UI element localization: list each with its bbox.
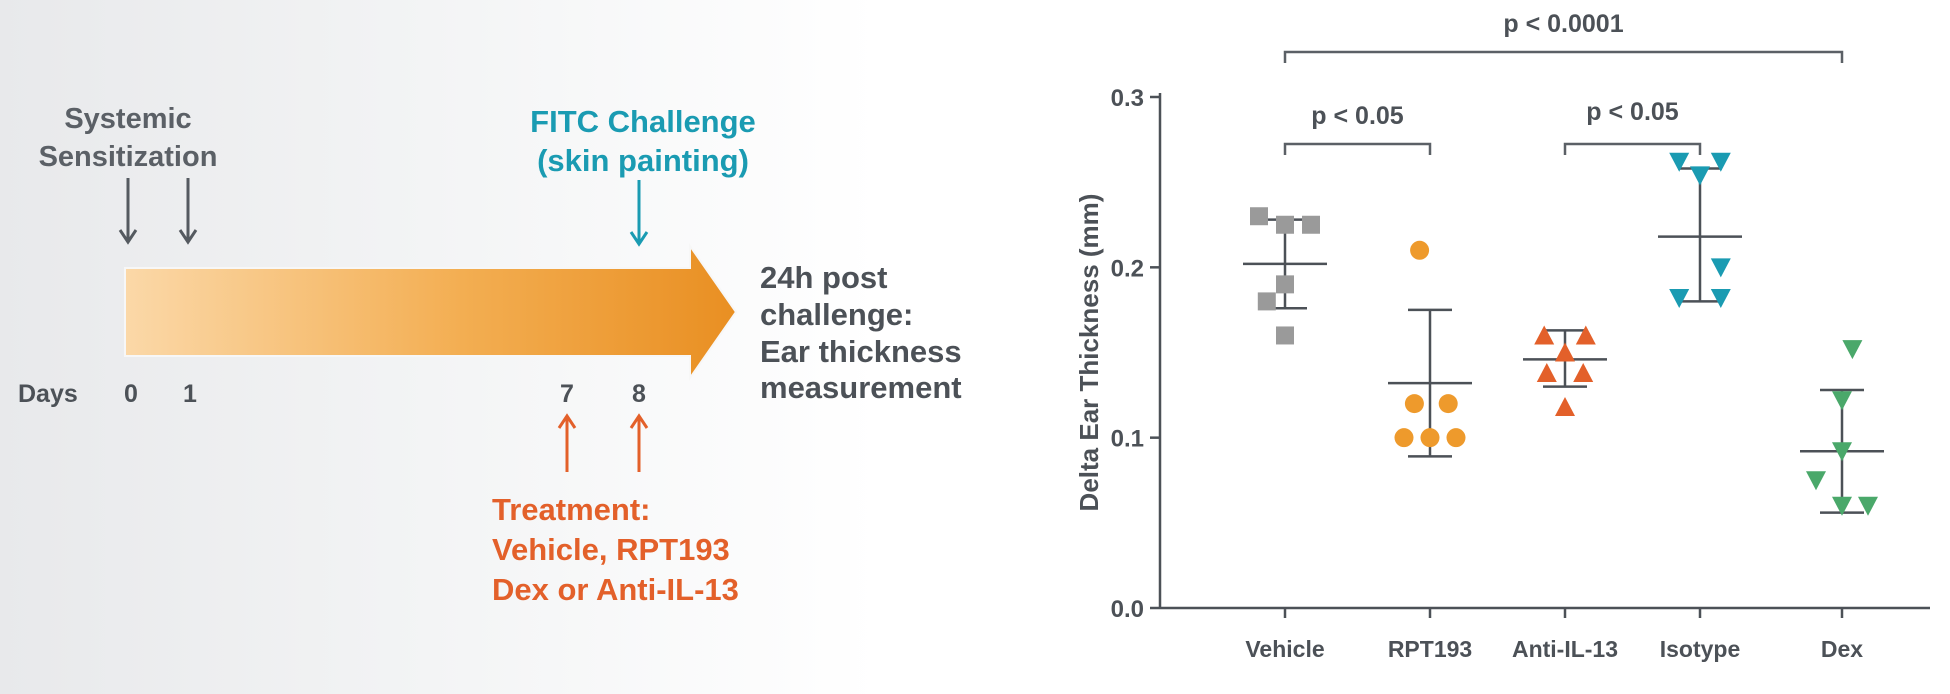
x-tick-label: RPT193 bbox=[1388, 636, 1472, 662]
x-tick-label: Isotype bbox=[1660, 636, 1741, 662]
data-point bbox=[1710, 152, 1731, 172]
day-tick: 1 bbox=[183, 380, 197, 408]
data-point bbox=[1669, 288, 1690, 308]
data-point bbox=[1575, 325, 1596, 345]
challenge-label: (skin painting) bbox=[537, 143, 749, 178]
experimental-timeline: Systemic Sensitization FITC Challenge (s… bbox=[18, 103, 962, 607]
significance-bracket bbox=[1563, 142, 1702, 155]
outcome-label: Ear thickness bbox=[760, 334, 962, 369]
data-point bbox=[1257, 292, 1276, 311]
data-point bbox=[1302, 215, 1320, 234]
data-point bbox=[1534, 325, 1555, 345]
sensitization-label: Sensitization bbox=[39, 141, 218, 173]
outcome-label: measurement bbox=[760, 370, 962, 405]
outcome-label: 24h post bbox=[760, 260, 887, 295]
data-point bbox=[1806, 471, 1826, 491]
data-point bbox=[1394, 428, 1414, 448]
treatment-label: Dex or Anti-IL-13 bbox=[492, 572, 739, 607]
days-label: Days bbox=[18, 380, 78, 408]
data-point bbox=[1555, 342, 1575, 362]
treatment-arrow-icon bbox=[557, 413, 649, 472]
x-tick-label: Vehicle bbox=[1245, 636, 1324, 662]
data-point bbox=[1710, 288, 1731, 308]
x-tick-label: Dex bbox=[1821, 636, 1863, 662]
data-point bbox=[1858, 496, 1878, 516]
data-point bbox=[1832, 391, 1852, 411]
day-tick: 7 bbox=[560, 380, 574, 408]
data-point bbox=[1669, 152, 1690, 172]
challenge-label: FITC Challenge bbox=[530, 104, 756, 139]
data-point bbox=[1438, 394, 1458, 414]
significance-bracket bbox=[1283, 50, 1844, 63]
day-tick: 0 bbox=[124, 380, 138, 408]
significance-label: p < 0.05 bbox=[1311, 102, 1404, 130]
y-axis-label: Delta Ear Thickness (mm) bbox=[1074, 194, 1104, 512]
data-point bbox=[1573, 362, 1594, 382]
significance-bracket bbox=[1283, 142, 1432, 155]
data-point bbox=[1276, 215, 1294, 234]
data-point bbox=[1404, 394, 1424, 414]
data-point bbox=[1446, 428, 1466, 448]
data-point bbox=[1832, 496, 1852, 516]
data-point bbox=[1536, 362, 1557, 382]
treatment-label: Vehicle, RPT193 bbox=[492, 532, 730, 567]
y-tick-label: 0.3 bbox=[1111, 85, 1144, 112]
x-tick-label: Anti-IL-13 bbox=[1512, 636, 1618, 662]
data-point bbox=[1832, 442, 1852, 462]
data-point bbox=[1710, 258, 1731, 278]
data-point bbox=[1555, 397, 1575, 417]
y-tick-label: 0.2 bbox=[1111, 255, 1144, 282]
data-point bbox=[1276, 326, 1294, 345]
day-tick: 8 bbox=[632, 380, 646, 408]
y-tick-label: 0.1 bbox=[1111, 426, 1144, 453]
data-point bbox=[1276, 275, 1294, 294]
data-point bbox=[1410, 240, 1430, 260]
treatment-label: Treatment: bbox=[492, 492, 650, 527]
data-point bbox=[1690, 166, 1710, 186]
significance-label: p < 0.05 bbox=[1586, 98, 1679, 126]
challenge-arrow-icon bbox=[629, 180, 649, 247]
data-point bbox=[1250, 207, 1268, 226]
data-point bbox=[1420, 428, 1440, 448]
y-tick-label: 0.0 bbox=[1111, 596, 1144, 623]
outcome-label: challenge: bbox=[760, 297, 913, 332]
data-point bbox=[1842, 340, 1863, 360]
sensitization-arrow-icon bbox=[118, 178, 198, 245]
sensitization-label: Systemic bbox=[64, 103, 191, 135]
significance-label: p < 0.0001 bbox=[1503, 10, 1623, 38]
timeline-arrow bbox=[124, 242, 738, 382]
